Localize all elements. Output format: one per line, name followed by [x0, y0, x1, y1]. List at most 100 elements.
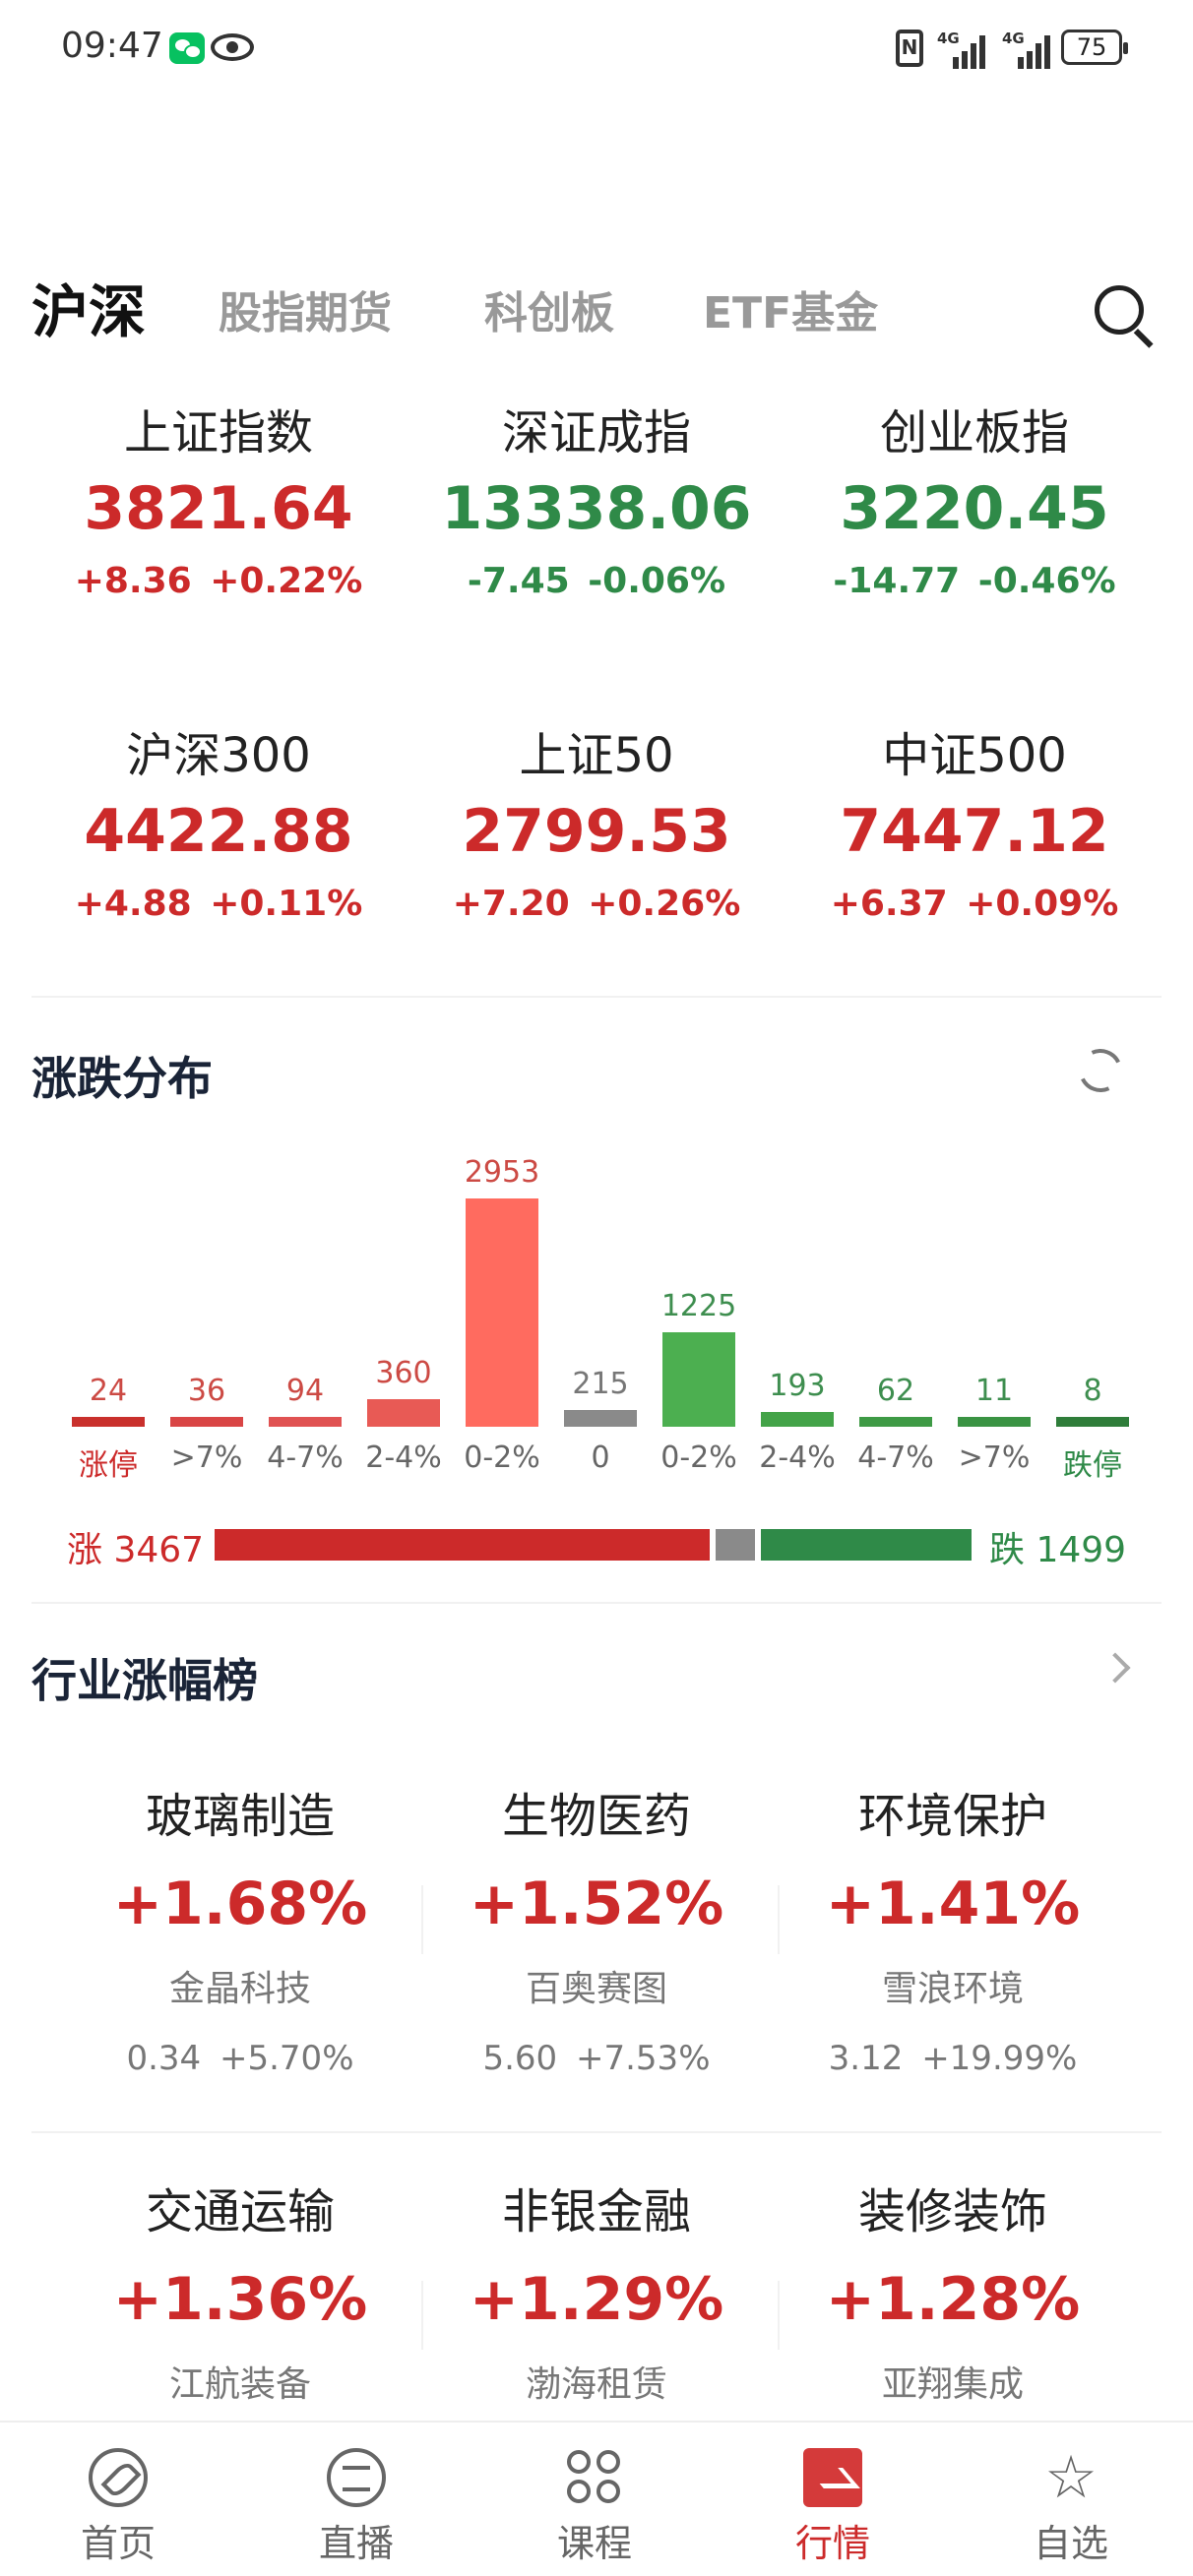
market-icon [803, 2448, 862, 2507]
industry-card[interactable]: 环境保护 +1.41% 雪浪环境 3.12 +19.99% [776, 1777, 1130, 2078]
divider [31, 1602, 1162, 1604]
industry-pct: +1.28% [825, 2265, 1081, 2334]
wechat-icon [169, 32, 205, 64]
ratio-down-segment [760, 1529, 972, 1561]
divider [778, 1885, 780, 1954]
section-title-industry: 行业涨幅榜 [31, 1654, 258, 1707]
industry-pct: +1.52% [469, 1870, 724, 1938]
search-icon[interactable] [1095, 285, 1154, 348]
index-change: +8.36 +0.22% [74, 561, 363, 601]
nav-label: 自选 [1033, 2522, 1108, 2565]
tab-star-market[interactable]: 科创板 [484, 288, 614, 338]
leading-stock: 江航装备 [168, 2364, 311, 2405]
industry-name: 非银金融 [501, 2184, 691, 2239]
index-name: 深证成指 [501, 405, 691, 460]
distribution-value-label: 36 [187, 1374, 226, 1408]
index-name: 中证500 [882, 728, 1067, 783]
leading-stock: 亚翔集成 [881, 2364, 1024, 2405]
industry-card[interactable]: 交通运输 +1.36% 江航装备 [63, 2173, 417, 2407]
distribution-category-label: >7% [958, 1441, 1031, 1475]
tab-etf[interactable]: ETF基金 [703, 288, 879, 338]
chevron-right-icon[interactable] [1099, 1652, 1131, 1684]
refresh-icon[interactable] [1072, 1042, 1129, 1099]
network-type-label: 4G [937, 30, 960, 47]
distribution-bar [564, 1410, 637, 1427]
index-card[interactable]: 创业板指 3220.45 -14.77 -0.46% [787, 394, 1162, 601]
distribution-category-label: 0-2% [464, 1441, 540, 1475]
distribution-category-label: 跌停 [1063, 1448, 1122, 1483]
index-card[interactable]: 上证指数 3821.64 +8.36 +0.22% [31, 394, 406, 601]
leading-stock: 渤海租赁 [525, 2364, 667, 2405]
nav-home[interactable]: 首页 [20, 2423, 217, 2576]
index-card[interactable]: 深证成指 13338.06 -7.45 -0.06% [409, 394, 784, 601]
nav-market[interactable]: 行情 [734, 2423, 931, 2576]
distribution-value-label: 62 [876, 1374, 915, 1408]
index-change: -7.45 -0.06% [467, 561, 726, 601]
distribution-value-label: 193 [769, 1368, 826, 1403]
distribution-bar [1056, 1417, 1129, 1427]
divider [421, 1885, 423, 1954]
distribution-bar [761, 1411, 834, 1427]
industry-card[interactable]: 生物医药 +1.52% 百奥赛图 5.60 +7.53% [419, 1777, 774, 2078]
ratio-flat-segment [715, 1529, 755, 1561]
index-card[interactable]: 中证500 7447.12 +6.37 +0.09% [787, 716, 1162, 924]
distribution-value-label: 360 [375, 1355, 432, 1390]
tab-index-futures[interactable]: 股指期货 [219, 288, 392, 338]
industry-name: 交通运输 [145, 2184, 335, 2239]
divider [778, 2281, 780, 2350]
index-change: +7.20 +0.26% [452, 884, 741, 924]
index-name: 上证50 [519, 728, 674, 783]
index-price: 13338.06 [441, 474, 752, 543]
distribution-bar [72, 1417, 145, 1427]
distribution-bar [170, 1417, 243, 1427]
index-change: +4.88 +0.11% [74, 884, 363, 924]
distribution-bar [466, 1198, 538, 1427]
industry-card[interactable]: 玻璃制造 +1.68% 金晶科技 0.34 +5.70% [63, 1777, 417, 2078]
signal-icon: 4G [937, 30, 988, 69]
index-name: 上证指数 [123, 405, 313, 460]
industry-card[interactable]: 装修装饰 +1.28% 亚翔集成 [776, 2173, 1130, 2407]
distribution-category-label: 2-4% [365, 1441, 442, 1475]
index-change: +6.37 +0.09% [830, 884, 1119, 924]
section-title-distribution: 涨跌分布 [31, 1052, 213, 1105]
industry-pct: +1.41% [825, 1870, 1081, 1938]
nav-live[interactable]: 直播 [258, 2423, 455, 2576]
distribution-category-label: >7% [170, 1441, 243, 1475]
compass-icon [89, 2448, 148, 2507]
distribution-category-label: 0 [591, 1441, 610, 1475]
index-price: 3220.45 [840, 474, 1109, 543]
down-count-label: 跌 1499 [989, 1530, 1127, 1570]
distribution-bar [367, 1398, 440, 1427]
tab-hushen[interactable]: 沪深 [31, 278, 147, 345]
nav-label: 直播 [318, 2522, 394, 2565]
nav-course[interactable]: 课程 [496, 2423, 693, 2576]
industry-pct: +1.36% [112, 2265, 368, 2334]
distribution-value-label: 94 [285, 1374, 325, 1408]
distribution-category-label: 2-4% [759, 1441, 836, 1475]
leading-stock-quote: 3.12 +19.99% [828, 2039, 1078, 2078]
star-icon: ☆ [1044, 2443, 1098, 2512]
nfc-icon: N [896, 30, 923, 67]
index-card[interactable]: 上证50 2799.53 +7.20 +0.26% [409, 716, 784, 924]
distribution-category-label: 4-7% [857, 1441, 934, 1475]
industry-card[interactable]: 非银金融 +1.29% 渤海租赁 [419, 2173, 774, 2407]
market-tabs: 沪深 股指期货 科创板 ETF基金 [0, 256, 1193, 354]
battery-icon: 75 [1061, 30, 1128, 65]
index-card[interactable]: 沪深300 4422.88 +4.88 +0.11% [31, 716, 406, 924]
leading-stock: 百奥赛图 [525, 1969, 667, 2009]
distribution-bar [958, 1417, 1031, 1427]
nav-watchlist[interactable]: ☆ 自选 [973, 2423, 1169, 2576]
distribution-value-label: 2953 [464, 1155, 540, 1190]
industry-pct: +1.29% [469, 2265, 724, 2334]
index-name: 沪深300 [126, 728, 311, 783]
chat-icon [327, 2448, 386, 2507]
leading-stock: 金晶科技 [168, 1969, 311, 2009]
distribution-bar [859, 1417, 932, 1427]
industry-pct: +1.68% [112, 1870, 368, 1938]
divider [31, 996, 1162, 998]
industry-name: 玻璃制造 [145, 1789, 335, 1844]
distribution-value-label: 11 [974, 1374, 1014, 1408]
nav-label: 行情 [794, 2522, 870, 2565]
distribution-value-label: 1225 [660, 1288, 737, 1323]
divider [31, 2131, 1162, 2133]
